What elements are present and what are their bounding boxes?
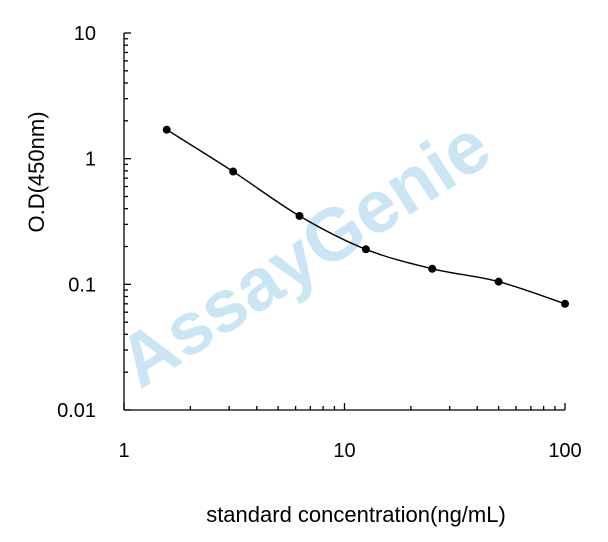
data-point xyxy=(162,125,171,134)
data-point xyxy=(494,277,503,286)
x-axis-title: standard concentration(ng/mL) xyxy=(206,502,506,527)
y-tick-label: 10 xyxy=(74,23,96,45)
plot-area xyxy=(162,125,569,308)
x-tick-label: 10 xyxy=(333,440,355,462)
y-axis-title: O.D(450nm) xyxy=(24,111,49,232)
y-tick-label: 1 xyxy=(85,149,96,171)
y-tick-label: 0.01 xyxy=(57,400,96,422)
watermark: AssayGenie xyxy=(104,103,505,403)
data-point xyxy=(361,245,370,254)
data-point xyxy=(229,167,238,176)
data-point xyxy=(428,264,437,273)
data-point xyxy=(295,211,304,220)
y-tick-label: 0.1 xyxy=(68,274,96,296)
axes: 0.01 0.1 1 10 1 10 100 xyxy=(57,23,582,462)
x-tick-label: 1 xyxy=(118,440,129,462)
data-point xyxy=(561,299,569,308)
x-tick-label: 100 xyxy=(548,440,581,462)
